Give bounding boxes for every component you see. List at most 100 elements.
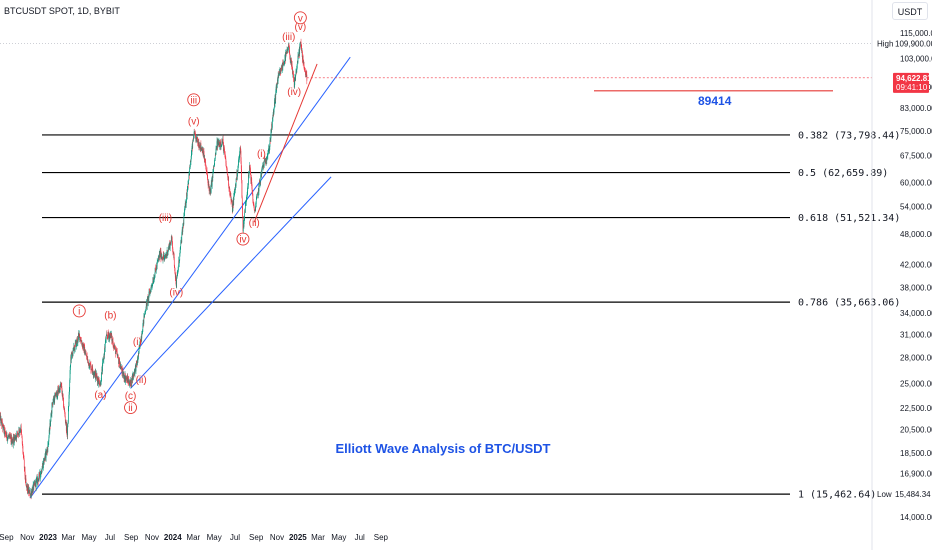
candle-body xyxy=(200,143,202,149)
trendline-1[interactable] xyxy=(29,56,351,499)
candle-body xyxy=(266,157,268,161)
candle-body xyxy=(38,478,39,482)
candle-body xyxy=(78,333,79,337)
candle-body xyxy=(255,203,257,206)
candle-body xyxy=(253,202,254,204)
candle-body xyxy=(77,338,78,342)
candle-body xyxy=(297,55,299,63)
candle-body xyxy=(0,418,2,424)
y-tick-label: 25,000.00 xyxy=(900,380,932,389)
candle-body xyxy=(237,165,239,169)
candle-body xyxy=(115,347,116,354)
candle-body xyxy=(28,487,30,493)
candle-body xyxy=(261,170,263,175)
candle-body xyxy=(160,256,162,259)
candle-body xyxy=(79,333,80,341)
candle-body xyxy=(67,422,69,424)
candle-body xyxy=(118,362,120,364)
candle-body xyxy=(34,482,35,485)
candle-body xyxy=(266,160,267,162)
candle-body xyxy=(183,215,185,217)
candle-body xyxy=(133,371,135,376)
candle-body xyxy=(167,250,169,253)
candle-body xyxy=(246,195,248,201)
candle-body xyxy=(55,393,57,398)
candle-body xyxy=(195,133,196,137)
candle-body xyxy=(247,185,249,186)
candle-body xyxy=(299,44,301,47)
y-tick-label: 67,500.00 xyxy=(900,151,932,160)
candle-body xyxy=(37,478,38,484)
candle-body xyxy=(225,163,227,168)
candle-body xyxy=(245,202,247,206)
candle-body xyxy=(89,362,91,365)
candle-body xyxy=(68,394,70,406)
trendline-3[interactable] xyxy=(253,63,318,223)
trendline-2[interactable] xyxy=(130,176,332,389)
candle-body xyxy=(287,49,289,51)
candle-body xyxy=(172,242,173,249)
candle-body xyxy=(262,165,263,168)
candle-body xyxy=(164,257,165,259)
candle-body xyxy=(138,347,140,354)
candle-body xyxy=(9,434,10,436)
candle-body xyxy=(120,367,122,369)
last-price-tag xyxy=(893,72,929,93)
candle-body xyxy=(51,413,52,416)
y-tick-label: 75,000.00 xyxy=(900,127,932,136)
currency-button[interactable]: USDT xyxy=(892,2,928,20)
candle-body xyxy=(172,248,174,252)
candle-body xyxy=(60,385,62,387)
candle-body xyxy=(295,71,297,75)
candle-body xyxy=(142,331,143,334)
candle-body xyxy=(67,423,69,436)
symbol-title[interactable]: BTCUSDT SPOT, 1D, BYBIT xyxy=(4,6,120,16)
candle-body xyxy=(58,391,60,392)
candle-body xyxy=(275,90,277,100)
candle-body xyxy=(188,179,189,185)
candle-body xyxy=(215,154,216,156)
candle-body xyxy=(256,193,258,195)
candle-body xyxy=(246,200,247,203)
candle-body xyxy=(147,296,149,303)
fib-label-1: 1 (15,462.64) xyxy=(798,490,876,501)
candle-body xyxy=(288,45,290,47)
candle-body xyxy=(293,78,295,80)
candle-body xyxy=(107,332,109,340)
x-tick-label: May xyxy=(207,533,222,542)
y-tick-label: 60,000.00 xyxy=(900,179,932,188)
candle-body xyxy=(169,242,171,249)
last-price-value: 94,622.81 xyxy=(896,74,932,83)
candle-body xyxy=(191,145,193,151)
candle-body xyxy=(305,71,306,76)
candle-body xyxy=(188,174,190,180)
y-tick-label: 103,000.00 xyxy=(900,54,932,63)
candle-body xyxy=(102,362,103,372)
candle-body xyxy=(38,473,40,479)
candle-body xyxy=(226,168,228,175)
candle-body xyxy=(139,345,141,347)
candle-body xyxy=(123,373,125,380)
candle-body xyxy=(59,384,61,393)
candle-body xyxy=(287,48,289,51)
candle-body xyxy=(186,192,187,201)
candle-body xyxy=(272,114,274,118)
candle-body xyxy=(252,193,254,202)
candle-body xyxy=(46,449,48,454)
candle-body xyxy=(163,255,165,258)
candle-body xyxy=(80,339,82,343)
candle-body xyxy=(176,276,178,279)
wave-label-v: (v) xyxy=(295,22,307,33)
candle-body xyxy=(93,373,94,375)
candle-body xyxy=(179,249,181,253)
candle-body xyxy=(129,383,130,386)
candle-body xyxy=(15,435,16,439)
candle-body xyxy=(30,493,31,497)
candle-body xyxy=(19,431,20,434)
candle-body xyxy=(2,424,4,429)
y-tick-label: 18,500.00 xyxy=(900,449,932,458)
candle-body xyxy=(238,159,240,161)
candle-body xyxy=(269,140,271,147)
candle-body xyxy=(268,148,269,153)
